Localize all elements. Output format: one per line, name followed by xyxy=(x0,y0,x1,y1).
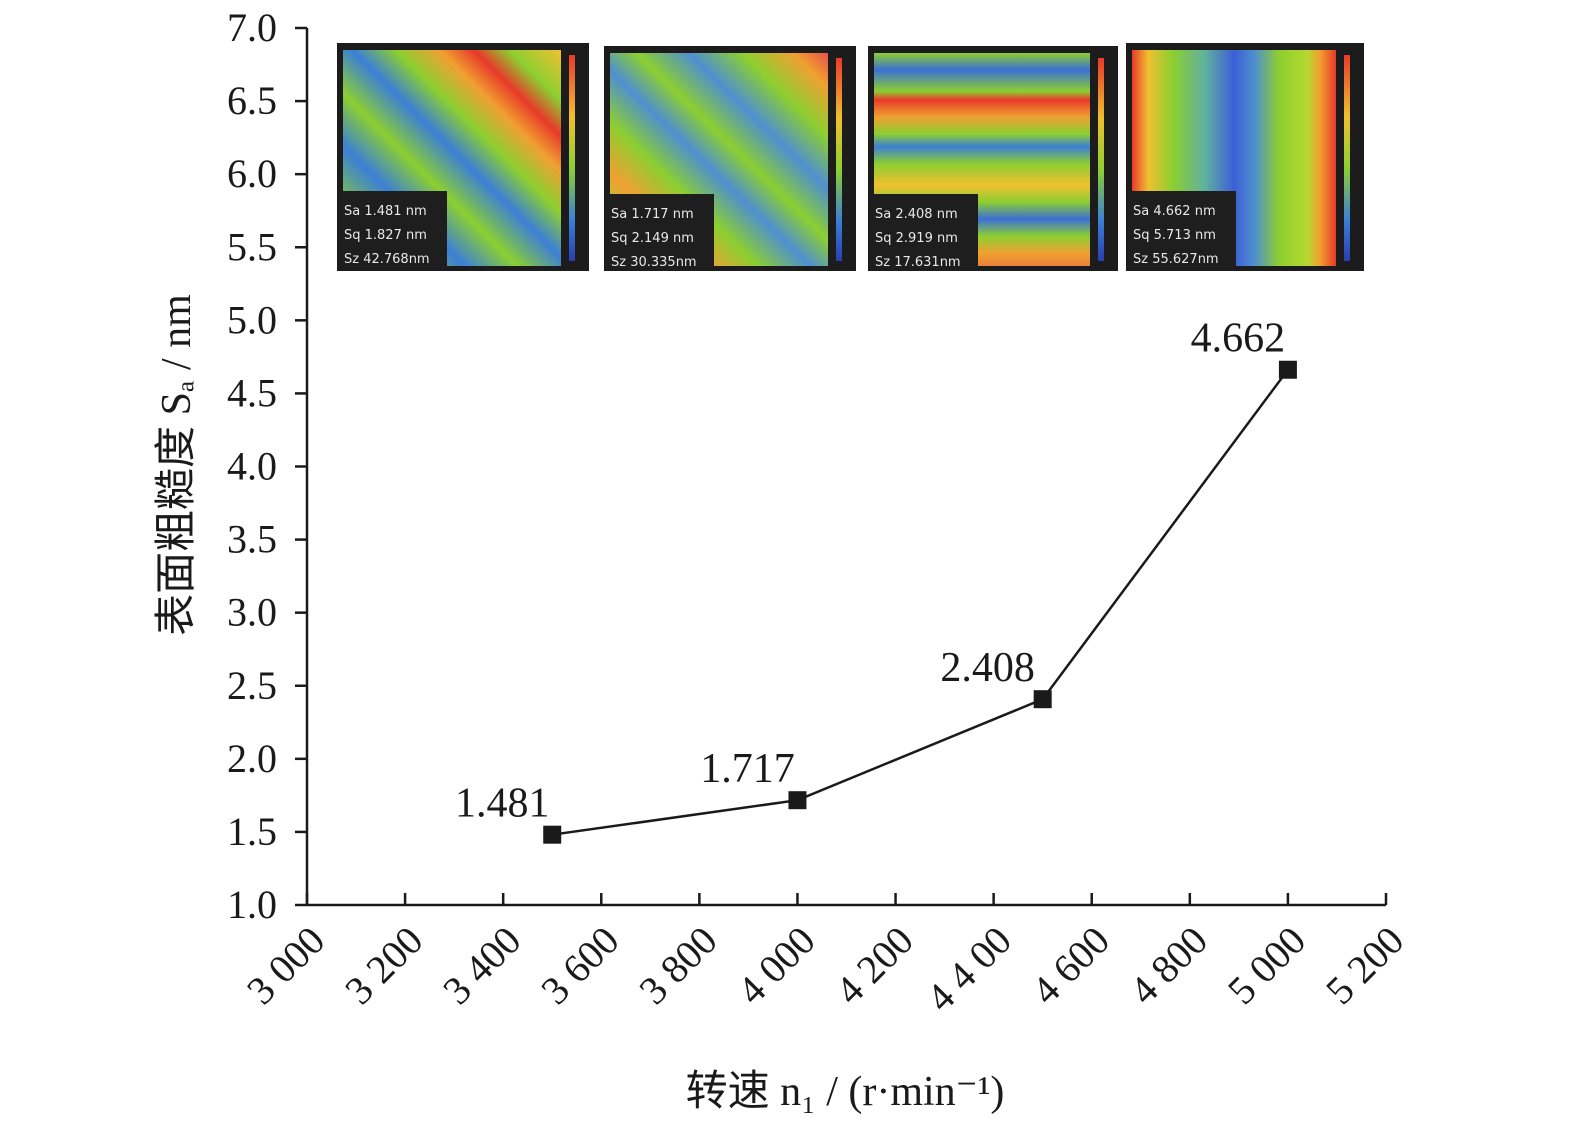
x-tick-label: 3 800 xyxy=(630,918,725,1013)
x-tick-label: 4 200 xyxy=(826,918,921,1013)
inset-stat-text: Sz 30.335nm xyxy=(611,255,697,270)
y-tick-label: 3.5 xyxy=(227,517,277,562)
inset-color-scale xyxy=(569,55,575,261)
x-tick-label: 5 200 xyxy=(1317,918,1412,1013)
y-tick-label: 1.0 xyxy=(227,882,277,927)
y-tick-label: 6.5 xyxy=(227,78,277,123)
inset-stat-text: Sq 1.827 nm xyxy=(344,228,427,243)
y-tick-label: 2.0 xyxy=(227,736,277,781)
data-point xyxy=(788,791,807,810)
x-axis-title: 转速 n₁ / (r·min⁻¹) xyxy=(686,1069,1005,1115)
topography-inset: Sa 1.481 nm Sq 1.827 nm Sz 42.768nm xyxy=(337,43,589,271)
topography-inset: Sa 1.717 nm Sq 2.149 nm Sz 30.335nm xyxy=(604,46,856,271)
inset-stat-box xyxy=(606,194,714,269)
x-tick-label: 4 000 xyxy=(728,918,823,1013)
data-label: 1.717 xyxy=(700,746,795,792)
inset-stat-text: Sa 2.408 nm xyxy=(875,207,958,222)
data-point xyxy=(1033,690,1052,709)
x-tick-label: 4 600 xyxy=(1023,918,1118,1013)
y-tick-label: 1.5 xyxy=(227,809,277,854)
y-tick-label: 2.5 xyxy=(227,663,277,708)
inset-stat-text: Sa 4.662 nm xyxy=(1133,204,1216,219)
x-tick-label: 3 600 xyxy=(532,918,627,1013)
x-tick-label: 3 000 xyxy=(238,918,333,1013)
data-label: 4.662 xyxy=(1191,316,1286,362)
y-tick-label: 6.0 xyxy=(227,151,277,196)
x-tick-label: 3 400 xyxy=(434,918,529,1013)
inset-stat-text: Sz 55.627nm xyxy=(1133,252,1219,267)
inset-color-scale xyxy=(836,58,842,261)
y-ticks: 1.0 1.5 2.0 2.5 3.0 3.5 4.0 4.5 5.0 5.5 6.0 6.5 7.0 xyxy=(227,5,307,927)
series-group: 1.481 1.717 2.408 4.662 xyxy=(455,316,1297,844)
topography-inset: Sa 4.662 nm Sq 5.713 nm Sz 55.627nm xyxy=(1126,43,1364,271)
y-tick-label: 7.0 xyxy=(227,5,277,50)
series-line xyxy=(552,368,1289,836)
inset-color-scale xyxy=(1098,58,1104,261)
y-tick-label: 4.0 xyxy=(227,444,277,489)
y-tick-label: 4.5 xyxy=(227,370,277,415)
data-point xyxy=(1278,360,1297,379)
inset-stat-box xyxy=(1128,191,1236,269)
data-label: 1.481 xyxy=(455,781,550,827)
topography-inset: Sa 2.408 nm Sq 2.919 nm Sz 17.631nm xyxy=(868,46,1118,271)
inset-stat-text: Sz 17.631nm xyxy=(875,255,961,270)
data-point xyxy=(543,825,562,844)
data-label: 2.408 xyxy=(940,645,1035,691)
inset-stat-text: Sz 42.768nm xyxy=(344,252,430,267)
y-axis-title: 表面粗糙度 Sₐ / nm xyxy=(154,294,200,636)
inset-stat-text: Sq 5.713 nm xyxy=(1133,228,1216,243)
y-tick-label: 3.0 xyxy=(227,590,277,635)
inset-stat-box xyxy=(870,194,978,269)
inset-stat-text: Sa 1.481 nm xyxy=(344,204,427,219)
x-tick-label: 5 000 xyxy=(1219,918,1314,1013)
inset-stat-box xyxy=(339,191,447,269)
inset-stat-text: Sa 1.717 nm xyxy=(611,207,694,222)
y-tick-label: 5.0 xyxy=(227,297,277,342)
x-tick-label: 4 4 00 xyxy=(917,918,1020,1021)
inset-color-scale xyxy=(1344,55,1350,261)
x-tick-label: 3 200 xyxy=(336,918,431,1013)
surface-topography-insets: Sa 1.481 nm Sq 1.827 nm Sz 42.768nm Sa 1.71… xyxy=(337,43,1364,271)
y-tick-label: 5.5 xyxy=(227,224,277,269)
x-tick-label: 4 800 xyxy=(1121,918,1216,1013)
inset-stat-text: Sq 2.919 nm xyxy=(875,231,958,246)
inset-stat-text: Sq 2.149 nm xyxy=(611,231,694,246)
